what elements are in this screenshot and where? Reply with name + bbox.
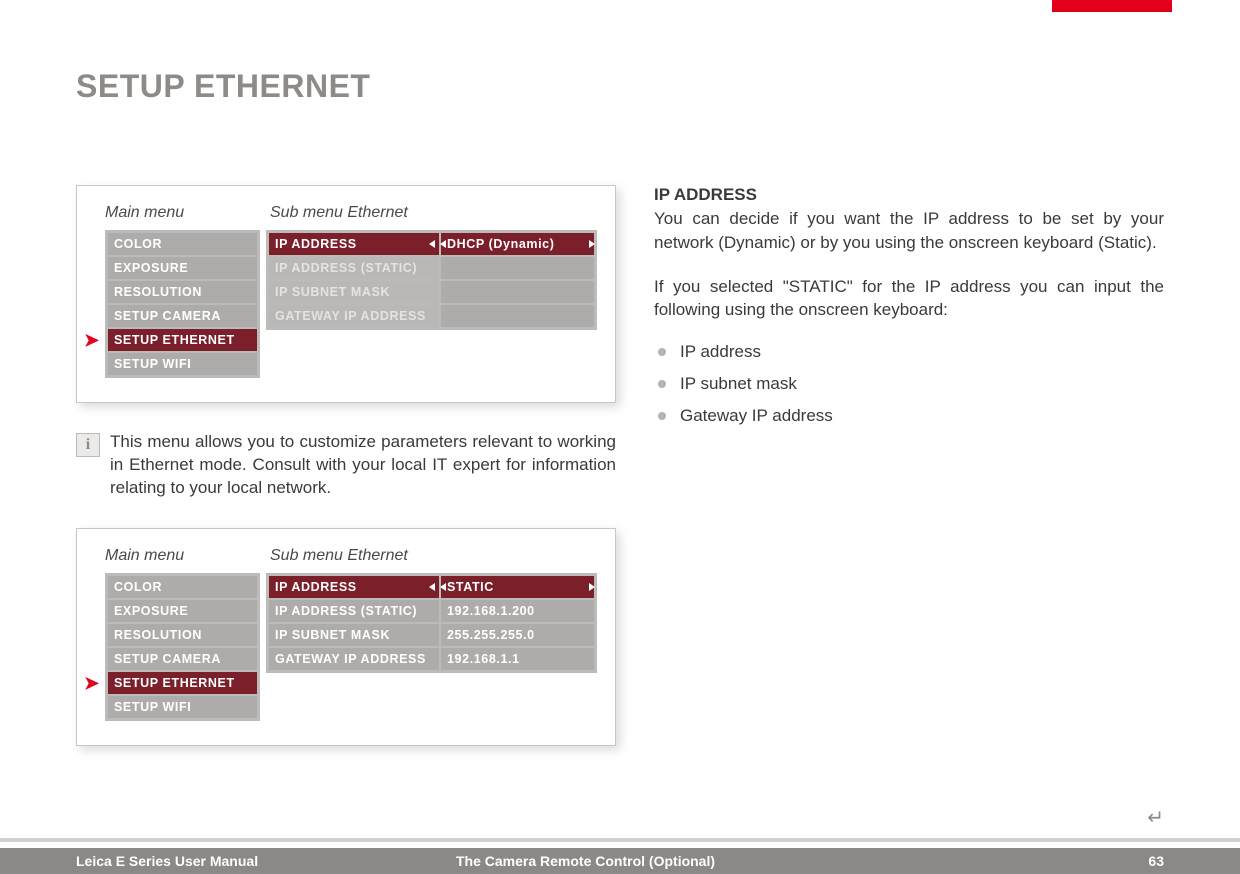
paragraph: If you selected "STATIC" for the IP addr… xyxy=(654,275,1164,323)
page-footer: Leica E Series User Manual The Camera Re… xyxy=(0,838,1240,874)
main-menu-item: SETUP CAMERA xyxy=(108,648,257,672)
bullet-list: IP address IP subnet mask Gateway IP addre… xyxy=(654,342,1164,426)
page-title: SETUP ETHERNET xyxy=(76,68,1164,105)
pointer-arrow-icon: ➤ xyxy=(84,674,100,692)
sub-menu-value: 255.255.255.0 xyxy=(439,624,594,646)
triangle-left-icon xyxy=(429,240,435,248)
bullet-dot-icon xyxy=(658,380,666,388)
sub-menu-header: Sub menu Ethernet xyxy=(270,547,408,565)
sub-menu-label: IP ADDRESS xyxy=(269,233,439,255)
sub-menu-label: IP SUBNET MASK xyxy=(269,281,439,303)
main-menu-list: COLOREXPOSURERESOLUTIONSETUP CAMERASETUP… xyxy=(105,230,260,378)
sub-menu-label: GATEWAY IP ADDRESS xyxy=(269,648,439,670)
sub-menu-value: STATIC xyxy=(439,576,594,598)
bullet-item: Gateway IP address xyxy=(654,406,1164,426)
sub-menu-label: GATEWAY IP ADDRESS xyxy=(269,305,439,327)
right-column: IP ADDRESS You can decide if you want th… xyxy=(654,185,1164,774)
main-menu-item: COLOR xyxy=(108,576,257,600)
footer-manual-title: Leica E Series User Manual xyxy=(76,853,456,869)
triangle-right-icon xyxy=(589,240,595,248)
main-menu-header: Main menu xyxy=(105,547,270,565)
sub-menu-row: IP SUBNET MASK xyxy=(269,281,594,305)
main-menu-item: EXPOSURE xyxy=(108,257,257,281)
return-icon: ↵ xyxy=(1147,805,1164,830)
paragraph: You can decide if you want the IP addres… xyxy=(654,207,1164,255)
triangle-left-icon xyxy=(440,583,446,591)
sub-menu-row: GATEWAY IP ADDRESS xyxy=(269,305,594,327)
triangle-left-icon xyxy=(440,240,446,248)
sub-menu-list: IP ADDRESSDHCP (Dynamic)IP ADDRESS (STAT… xyxy=(266,230,597,330)
sub-menu-row: IP SUBNET MASK255.255.255.0 xyxy=(269,624,594,648)
triangle-left-icon xyxy=(429,583,435,591)
main-menu-item: RESOLUTION xyxy=(108,624,257,648)
sub-menu-label: IP SUBNET MASK xyxy=(269,624,439,646)
main-menu-item: SETUP ETHERNET➤ xyxy=(108,329,257,353)
menu-screenshot-dhcp: Main menu Sub menu Ethernet COLOREXPOSUR… xyxy=(76,185,616,403)
sub-menu-list: IP ADDRESSSTATICIP ADDRESS (STATIC)192.1… xyxy=(266,573,597,673)
sub-menu-value xyxy=(439,257,594,279)
section-heading: IP ADDRESS xyxy=(654,185,1164,205)
bullet-dot-icon xyxy=(658,412,666,420)
info-note: i This menu allows you to customize para… xyxy=(76,431,616,500)
triangle-right-icon xyxy=(589,583,595,591)
main-menu-item: SETUP CAMERA xyxy=(108,305,257,329)
main-menu-item: SETUP WIFI xyxy=(108,353,257,375)
main-menu-header: Main menu xyxy=(105,204,270,222)
main-menu-item: RESOLUTION xyxy=(108,281,257,305)
bullet-text: IP subnet mask xyxy=(680,374,797,394)
sub-menu-value: 192.168.1.200 xyxy=(439,600,594,622)
bullet-dot-icon xyxy=(658,348,666,356)
main-menu-item: COLOR xyxy=(108,233,257,257)
chapter-tab xyxy=(1052,0,1172,12)
bullet-item: IP address xyxy=(654,342,1164,362)
sub-menu-row: GATEWAY IP ADDRESS192.168.1.1 xyxy=(269,648,594,670)
sub-menu-row: IP ADDRESS (STATIC)192.168.1.200 xyxy=(269,600,594,624)
pointer-arrow-icon: ➤ xyxy=(84,331,100,349)
sub-menu-row: IP ADDRESS (STATIC) xyxy=(269,257,594,281)
sub-menu-value xyxy=(439,305,594,327)
main-menu-list: COLOREXPOSURERESOLUTIONSETUP CAMERASETUP… xyxy=(105,573,260,721)
sub-menu-label: IP ADDRESS (STATIC) xyxy=(269,257,439,279)
sub-menu-header: Sub menu Ethernet xyxy=(270,204,408,222)
main-menu-item: SETUP ETHERNET➤ xyxy=(108,672,257,696)
sub-menu-value: DHCP (Dynamic) xyxy=(439,233,594,255)
left-column: Main menu Sub menu Ethernet COLOREXPOSUR… xyxy=(76,185,616,774)
sub-menu-row: IP ADDRESSSTATIC xyxy=(269,576,594,600)
sub-menu-value xyxy=(439,281,594,303)
main-menu-item: SETUP WIFI xyxy=(108,696,257,718)
page-content: SETUP ETHERNET Main menu Sub menu Ethern… xyxy=(76,68,1164,834)
info-text: This menu allows you to customize parame… xyxy=(110,431,616,500)
sub-menu-label: IP ADDRESS (STATIC) xyxy=(269,600,439,622)
main-menu-item: EXPOSURE xyxy=(108,600,257,624)
sub-menu-value: 192.168.1.1 xyxy=(439,648,594,670)
bullet-item: IP subnet mask xyxy=(654,374,1164,394)
menu-screenshot-static: Main menu Sub menu Ethernet COLOREXPOSUR… xyxy=(76,528,616,746)
sub-menu-row: IP ADDRESSDHCP (Dynamic) xyxy=(269,233,594,257)
bullet-text: Gateway IP address xyxy=(680,406,833,426)
footer-section-title: The Camera Remote Control (Optional) xyxy=(456,853,1104,869)
info-icon: i xyxy=(76,433,100,457)
bullet-text: IP address xyxy=(680,342,761,362)
sub-menu-label: IP ADDRESS xyxy=(269,576,439,598)
footer-page-number: 63 xyxy=(1104,853,1164,869)
